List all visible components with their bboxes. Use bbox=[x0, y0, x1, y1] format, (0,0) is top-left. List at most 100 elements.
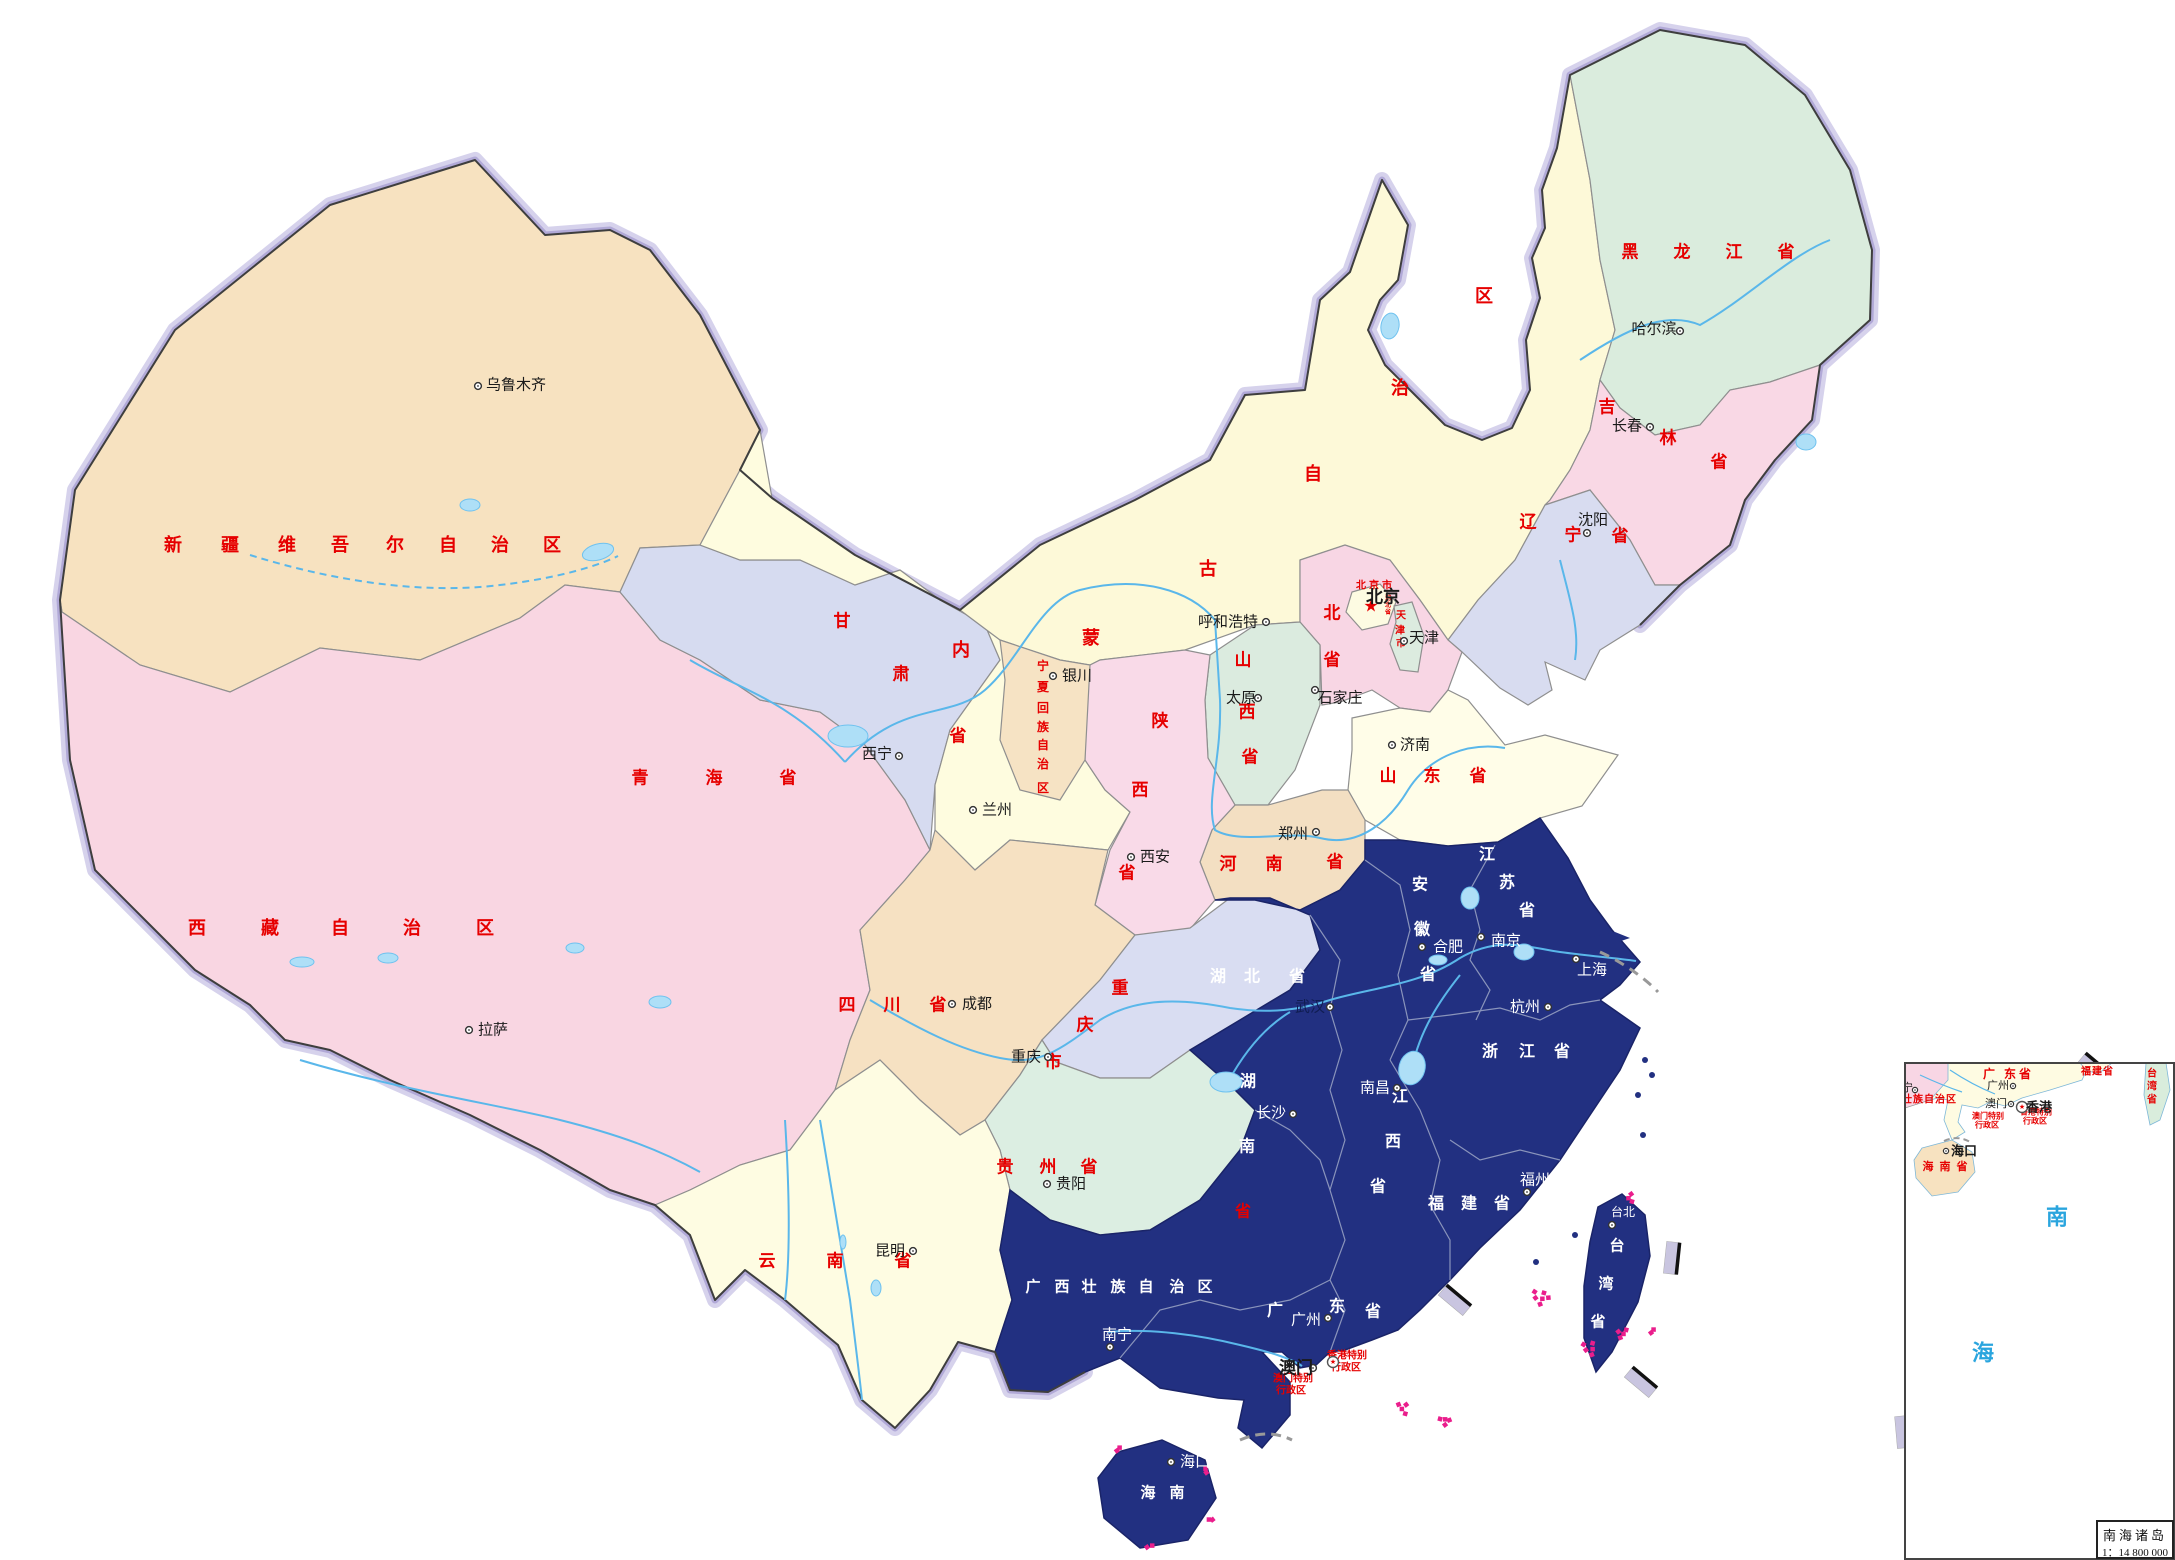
label-jiangsu: 江苏省 bbox=[1479, 846, 1535, 920]
nine-dash-segment bbox=[1437, 1283, 1473, 1316]
inset-hainan-island bbox=[1913, 1139, 1976, 1197]
inner-border bbox=[1449, 1139, 1561, 1161]
svg-text:省: 省 bbox=[1241, 747, 1259, 767]
svg-text:自: 自 bbox=[439, 534, 457, 555]
inset-city-广州: 广州 bbox=[1987, 1079, 2017, 1092]
svg-text:北京: 北京 bbox=[1366, 587, 1400, 607]
province-beijing[interactable] bbox=[1345, 583, 1397, 631]
city-澳门: 澳门 bbox=[1279, 1358, 1318, 1378]
svg-text:重: 重 bbox=[1112, 978, 1129, 998]
svg-text:港: 港 bbox=[2028, 1107, 2037, 1117]
city-石家庄: 石家庄 bbox=[1310, 685, 1363, 707]
province-taiwan[interactable] bbox=[1583, 1193, 1651, 1374]
svg-text:区: 区 bbox=[1946, 1094, 1956, 1106]
svg-text:南: 南 bbox=[827, 1251, 844, 1271]
coastal-island bbox=[1649, 1072, 1655, 1078]
svg-text:东: 东 bbox=[1424, 766, 1441, 786]
svg-text:京: 京 bbox=[1369, 579, 1379, 592]
city-郑州: 郑州 bbox=[1278, 826, 1321, 843]
svg-text:龙: 龙 bbox=[1673, 242, 1691, 262]
svg-text:藏: 藏 bbox=[261, 918, 279, 938]
label-fujian: 福建省 bbox=[1427, 1194, 1510, 1213]
city-呼和浩特: 呼和浩特 bbox=[1198, 614, 1271, 631]
label-henan: 河南省 bbox=[1220, 852, 1344, 874]
svg-text:陕: 陕 bbox=[1152, 711, 1169, 731]
svg-text:省: 省 bbox=[1589, 1313, 1605, 1331]
island-cluster bbox=[1203, 1466, 1210, 1476]
svg-text:重庆: 重庆 bbox=[1011, 1049, 1041, 1066]
river bbox=[1559, 559, 1578, 661]
inset-city-海口: 海口 bbox=[1942, 1144, 1977, 1159]
lake bbox=[870, 1279, 882, 1297]
svg-text:太原: 太原 bbox=[1226, 690, 1256, 707]
river bbox=[1107, 1329, 1303, 1367]
inset-scale: 1：14 800 000 bbox=[2102, 1547, 2168, 1559]
city-长沙: 长沙 bbox=[1256, 1105, 1298, 1122]
lake bbox=[648, 995, 672, 1009]
svg-text:特: 特 bbox=[1988, 1111, 1996, 1121]
svg-text:南: 南 bbox=[1940, 1159, 1951, 1173]
svg-text:河: 河 bbox=[1385, 594, 1391, 602]
svg-text:庆: 庆 bbox=[1077, 1015, 1094, 1035]
province-shanxi[interactable] bbox=[1204, 621, 1321, 806]
city-杭州: 杭州 bbox=[1510, 999, 1553, 1016]
label-hebei: 北省 bbox=[1323, 604, 1341, 670]
label-neimenggu: 内 蒙 古 自 治 区 bbox=[952, 286, 1493, 660]
province-liaoning[interactable] bbox=[1447, 489, 1682, 706]
province-ningxia[interactable] bbox=[999, 639, 1091, 801]
svg-text:湖: 湖 bbox=[1240, 1073, 1256, 1091]
river bbox=[819, 1119, 863, 1401]
island-cluster bbox=[1531, 1288, 1551, 1308]
svg-text:省: 省 bbox=[779, 768, 797, 788]
label-xizang: 西藏自治区 bbox=[188, 917, 494, 938]
province-hainan[interactable] bbox=[1097, 1439, 1217, 1549]
svg-text:西宁: 西宁 bbox=[862, 746, 892, 763]
capital-star-icon: ★ bbox=[1363, 597, 1378, 616]
island-cluster bbox=[1626, 1190, 1635, 1205]
svg-text:澳: 澳 bbox=[1273, 1372, 1284, 1385]
svg-text:治: 治 bbox=[403, 917, 421, 938]
label-inset-guangdong: 广东省 bbox=[1983, 1066, 2031, 1081]
island-cluster bbox=[1647, 1327, 1656, 1336]
lake bbox=[1398, 1050, 1426, 1086]
svg-text:银川: 银川 bbox=[1062, 668, 1092, 685]
inset-city-南宁: 南宁 bbox=[1905, 1080, 1919, 1094]
svg-text:夏: 夏 bbox=[1037, 680, 1050, 694]
label-guizhou: 贵州省 bbox=[997, 1157, 1098, 1177]
label-yunnan: 云南省 bbox=[759, 1251, 912, 1271]
coastal-island bbox=[1533, 1259, 1539, 1265]
city-乌鲁木齐: 乌鲁木齐 bbox=[473, 377, 546, 394]
city-天津: 天津 bbox=[1399, 630, 1439, 647]
svg-text:兰州: 兰州 bbox=[982, 802, 1012, 819]
selected-region-southeast bbox=[994, 817, 1655, 1549]
svg-text:区: 区 bbox=[1351, 1362, 1361, 1374]
sea-label-南: 南 bbox=[2046, 1205, 2068, 1230]
svg-text:族: 族 bbox=[1913, 1093, 1924, 1106]
city-济南: 济南 bbox=[1387, 737, 1430, 754]
svg-text:福州: 福州 bbox=[1520, 1172, 1550, 1189]
svg-text:区: 区 bbox=[476, 918, 494, 938]
svg-text:香: 香 bbox=[1327, 1349, 1337, 1362]
svg-text:门: 门 bbox=[1980, 1111, 1988, 1121]
inset-border bbox=[1904, 1062, 2175, 1560]
svg-text:南京: 南京 bbox=[1491, 933, 1521, 950]
province-selected-mainland-group[interactable] bbox=[994, 817, 1641, 1450]
label-shanxi: 山西省 bbox=[1235, 651, 1259, 767]
svg-text:海口: 海口 bbox=[1180, 1454, 1210, 1471]
city-南昌: 南昌 bbox=[1360, 1080, 1402, 1097]
svg-text:台: 台 bbox=[2147, 1067, 2157, 1080]
svg-text:郑州: 郑州 bbox=[1278, 826, 1308, 843]
label-gansu: 甘肃省 bbox=[834, 611, 967, 746]
svg-text:甘: 甘 bbox=[834, 611, 851, 631]
label-sichuan: 四川省 bbox=[839, 995, 947, 1015]
svg-text:广: 广 bbox=[1025, 1278, 1040, 1296]
svg-text:石家庄: 石家庄 bbox=[1317, 689, 1362, 707]
svg-text:西安: 西安 bbox=[1140, 849, 1170, 866]
svg-text:东: 东 bbox=[2004, 1066, 2016, 1081]
island-cluster bbox=[1580, 1340, 1596, 1358]
svg-text:省: 省 bbox=[1326, 852, 1344, 872]
city-南宁: 南宁 bbox=[1102, 1327, 1132, 1352]
nine-dash-segment bbox=[1663, 1241, 1682, 1275]
label-anhui: 安徽省 bbox=[1412, 875, 1436, 984]
province-tianjin[interactable] bbox=[1389, 601, 1425, 673]
